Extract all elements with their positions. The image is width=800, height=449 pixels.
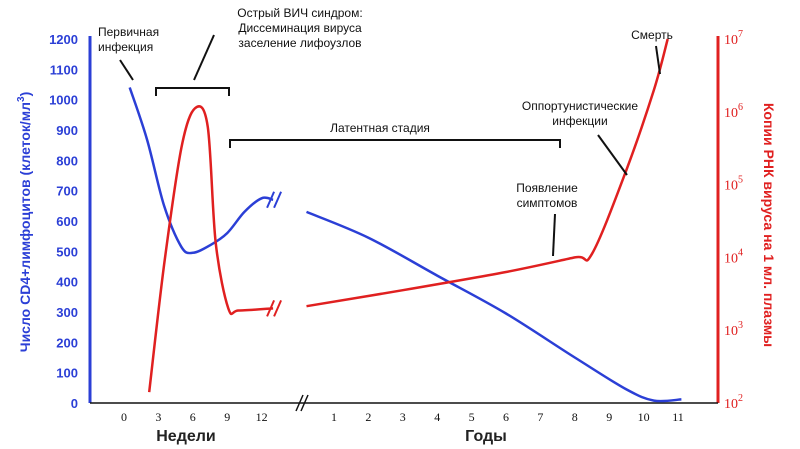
right-tick-exponent: 5: [738, 175, 743, 186]
right-tick-exponent: 7: [738, 29, 743, 40]
y-left-label-part: Число CD4+лимфоцитов (клеток/мл: [17, 102, 33, 352]
right-tick-base: 10: [724, 397, 738, 412]
annotation-acute-syndrome: Диссеминация вируса: [238, 21, 362, 35]
x-week-tick-label: 9: [224, 410, 230, 424]
right-tick-base: 10: [724, 324, 738, 339]
x-week-tick-label: 3: [155, 410, 161, 424]
right-tick-exponent: 2: [738, 393, 743, 404]
series-line-cd4-years: [306, 210, 682, 403]
axes-layer: 0100200300400500600700800900100011001200…: [49, 29, 743, 424]
x-week-tick-label: 0: [121, 410, 127, 424]
right-tick-label: 103: [724, 320, 743, 339]
left-tick-label: 200: [56, 335, 78, 350]
right-tick-label: 106: [724, 102, 743, 121]
right-tick-exponent: 6: [738, 102, 743, 113]
y-left-axis-label: Число CD4+лимфоцитов (клеток/мл3): [16, 92, 33, 353]
left-tick-label: 800: [56, 153, 78, 168]
series-break-mark: [266, 191, 275, 209]
annotation-opportunistic: Оппортунистические: [522, 99, 638, 113]
left-tick-label: 500: [56, 244, 78, 259]
annotation-opportunistic: инфекции: [552, 114, 607, 128]
annotation-primary-infection: инфекция: [98, 40, 153, 54]
series-break-mark: [273, 299, 282, 317]
x-year-tick-label: 9: [606, 410, 612, 424]
annotation-death: Смерть: [631, 28, 673, 42]
x-years-label: Годы: [465, 428, 507, 445]
annotation-death-pointer: [655, 45, 661, 75]
x-year-tick-label: 10: [638, 410, 650, 424]
x-week-tick-label: 6: [190, 410, 196, 424]
x-year-tick-label: 7: [537, 410, 543, 424]
x-year-tick-label: 1: [331, 410, 337, 424]
right-tick-exponent: 4: [738, 247, 743, 258]
right-tick-exponent: 3: [738, 320, 743, 331]
x-year-tick-label: 8: [572, 410, 578, 424]
series-line-rna-weeks: [147, 105, 274, 393]
x-axis-break-mark: [295, 394, 304, 412]
right-tick-base: 10: [724, 251, 738, 266]
left-tick-label: 300: [56, 305, 78, 320]
x-year-tick-label: 4: [434, 410, 440, 424]
annotation-symptoms: симптомов: [517, 196, 578, 210]
right-tick-label: 105: [724, 175, 743, 194]
x-week-tick-label: 12: [256, 410, 268, 424]
right-tick-label: 107: [724, 29, 743, 48]
annotation-primary-infection: Первичная: [98, 25, 159, 39]
annotation-acute-pointer: [193, 34, 215, 81]
left-tick-label: 100: [56, 366, 78, 381]
annotation-acute-syndrome: Острый ВИЧ синдром:: [237, 6, 362, 20]
right-tick-label: 104: [724, 247, 743, 266]
left-tick-label: 600: [56, 214, 78, 229]
x-year-tick-label: 3: [400, 410, 406, 424]
series-break-mark: [273, 191, 282, 209]
left-tick-label: 900: [56, 123, 78, 138]
x-weeks-label: Недели: [156, 428, 216, 445]
x-year-tick-label: 11: [672, 410, 684, 424]
annotation-acute-bracket: [155, 87, 230, 96]
series-line-rna-years: [306, 38, 669, 308]
left-tick-label: 700: [56, 184, 78, 199]
annotation-latent-bracket: [229, 139, 561, 148]
series-line-cd4-weeks: [128, 87, 274, 255]
x-year-tick-label: 6: [503, 410, 509, 424]
annotation-symptoms-pointer: [552, 213, 556, 257]
left-tick-label: 1000: [49, 93, 78, 108]
annotation-symptoms: Появление: [516, 181, 578, 195]
y-left-label-part: ): [17, 92, 33, 97]
labels-layer: Недели Годы Число CD4+лимфоцитов (клеток/м…: [16, 6, 777, 445]
left-tick-label: 400: [56, 275, 78, 290]
annotation-opportunistic-pointer: [597, 134, 628, 176]
x-axis-break-mark: [300, 394, 309, 412]
right-tick-base: 10: [724, 179, 738, 194]
y-right-axis-label: Копии РНК вируса на 1 мл. плазмы: [761, 103, 777, 347]
series-layer: [128, 38, 682, 403]
x-year-tick-label: 2: [365, 410, 371, 424]
left-tick-label: 1100: [50, 62, 78, 77]
y-left-label-part: 3: [16, 96, 27, 102]
left-tick-label: 1200: [49, 32, 78, 47]
right-tick-base: 10: [724, 33, 738, 48]
series-break-mark: [266, 299, 275, 317]
right-tick-base: 10: [724, 106, 738, 121]
right-tick-label: 102: [724, 393, 743, 412]
annotation-primary-pointer: [119, 59, 134, 81]
annotation-latent-stage: Латентная стадия: [330, 121, 430, 135]
left-tick-label: 0: [71, 396, 78, 411]
annotation-acute-syndrome: заселение лифоузлов: [238, 36, 361, 50]
x-year-tick-label: 5: [469, 410, 475, 424]
